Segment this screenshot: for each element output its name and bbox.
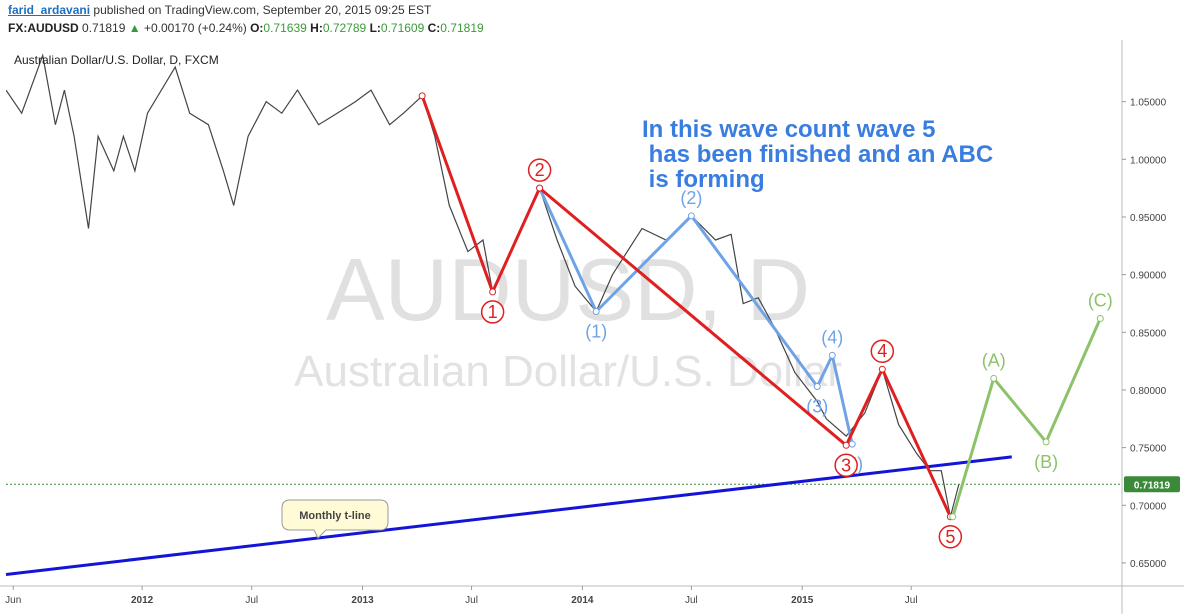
red-wave-label-circle (938, 525, 963, 549)
close-value: 0.71819 (440, 21, 484, 35)
blue-wave-point (828, 351, 836, 359)
red-wave-label: 3 (841, 455, 851, 475)
current-price-badge (1124, 476, 1180, 493)
last-price: 0.71819 (82, 21, 126, 35)
y-tick-label: 0.65000 (1130, 559, 1167, 570)
watermark-name: Australian Dollar/U.S. Dollar (294, 347, 842, 396)
annotation-text: is forming (642, 166, 765, 193)
x-tick-label: Jul (905, 595, 918, 606)
author-link[interactable]: farid_ardavani (8, 3, 91, 17)
blue-wave-label: (1) (585, 322, 607, 342)
green-wave-point (1042, 438, 1050, 446)
close-label: C: (427, 21, 441, 35)
open-label: O: (250, 21, 264, 35)
red-wave-label-circle (870, 339, 895, 363)
plot-area (6, 44, 1122, 586)
price-series-line (6, 53, 960, 517)
annotation-text: has been finished and an ABC (642, 141, 993, 168)
green-wave-point (949, 513, 957, 521)
green-wave-point (1096, 314, 1104, 322)
quote-line: FX:AUDUSD 0.71819 ▲ +0.00170 (+0.24%) O:… (8, 21, 484, 35)
up-triangle-icon: ▲ (128, 21, 141, 35)
x-tick-label: Jul (685, 595, 698, 606)
red-wave-label: 5 (945, 527, 955, 547)
y-tick-label: 0.70000 (1130, 501, 1167, 512)
green-wave-line (951, 317, 1102, 518)
chart-header: farid_ardavani published on TradingView.… (0, 0, 1184, 40)
annotation-text: In this wave count wave 5 (642, 116, 935, 143)
red-wave-point (878, 365, 886, 373)
high-value: 0.72789 (322, 21, 367, 35)
publish-line: farid_ardavani published on TradingView.… (8, 3, 431, 17)
high-label: H: (310, 21, 323, 35)
price-chart[interactable]: AUDUSD, D Australian Dollar/U.S. Dollar 1.… (0, 40, 1184, 614)
low-label: L: (369, 21, 381, 35)
red-wave-point (418, 92, 426, 100)
low-value: 0.71609 (380, 21, 425, 35)
blue-wave-point (848, 440, 856, 448)
x-tick-label: Jul (465, 595, 478, 606)
blue-wave-label: (3) (806, 396, 828, 416)
blue-wave-point (687, 212, 695, 220)
blue-wave-point (592, 308, 600, 316)
x-tick-label: Jun (5, 595, 21, 606)
blue-wave-line (538, 187, 854, 445)
published-text: published on TradingView.com, September … (93, 3, 432, 17)
y-tick-label: 0.95000 (1130, 213, 1167, 224)
y-tick-label: 0.75000 (1130, 444, 1167, 455)
red-wave-line (420, 95, 952, 518)
red-wave-label: 1 (488, 302, 498, 322)
red-wave-point (536, 184, 544, 192)
y-tick-label: 0.80000 (1130, 386, 1167, 397)
green-wave-label: (B) (1034, 452, 1058, 472)
y-tick-label: 1.05000 (1130, 98, 1167, 109)
x-tick-label: 2015 (791, 595, 814, 606)
green-wave-label: (A) (982, 350, 1006, 370)
price-change: +0.00170 (+0.24%) (143, 21, 247, 35)
x-tick-label: 2013 (351, 595, 374, 606)
callout-bubble (281, 499, 389, 539)
watermark-symbol: AUDUSD, D (326, 240, 810, 339)
red-wave-label-circle (834, 453, 858, 478)
current-price-label: 0.71819 (1134, 480, 1171, 491)
red-wave-point (489, 288, 497, 296)
red-wave-point (842, 441, 850, 449)
x-tick-label: 2012 (131, 595, 154, 606)
blue-wave-label: (4) (821, 327, 843, 347)
x-tick-label: Jul (245, 595, 258, 606)
blue-wave-label: (2) (680, 188, 702, 208)
chart-title: Australian Dollar/U.S. Dollar, D, FXCM (14, 53, 219, 67)
red-wave-label-circle (480, 300, 505, 324)
green-wave-label: (C) (1088, 290, 1113, 310)
y-tick-label: 0.85000 (1130, 328, 1167, 339)
red-wave-label: 2 (535, 160, 545, 180)
green-wave-point (990, 374, 998, 382)
red-wave-label: 4 (877, 341, 887, 361)
x-tick-label: 2014 (571, 595, 594, 606)
y-tick-label: 0.90000 (1130, 271, 1167, 282)
red-wave-label-circle (527, 158, 552, 182)
y-tick-label: 1.00000 (1130, 155, 1167, 166)
callout-text: Monthly t-line (299, 510, 371, 522)
open-value: 0.71639 (263, 21, 307, 35)
blue-wave-point (813, 382, 821, 390)
symbol-name[interactable]: FX:AUDUSD (8, 21, 79, 35)
